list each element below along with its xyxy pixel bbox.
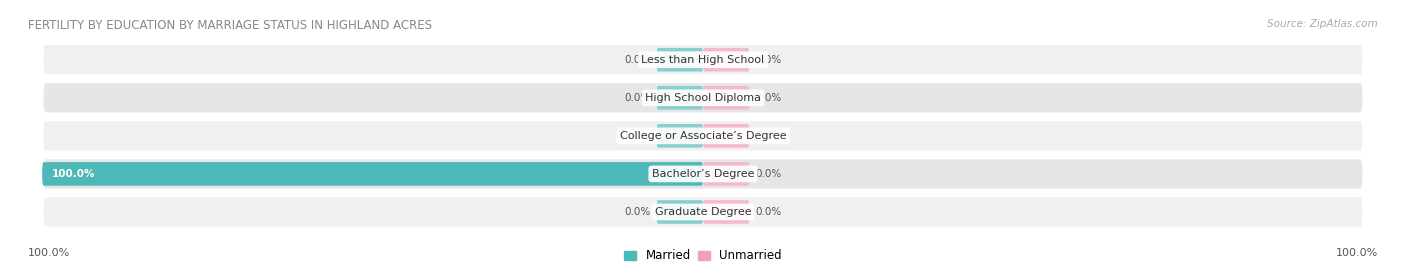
FancyBboxPatch shape — [42, 82, 1364, 114]
Text: College or Associate’s Degree: College or Associate’s Degree — [620, 131, 786, 141]
Text: Less than High School: Less than High School — [641, 55, 765, 65]
Text: 0.0%: 0.0% — [624, 131, 650, 141]
FancyBboxPatch shape — [703, 48, 749, 72]
FancyBboxPatch shape — [42, 44, 1364, 76]
Text: FERTILITY BY EDUCATION BY MARRIAGE STATUS IN HIGHLAND ACRES: FERTILITY BY EDUCATION BY MARRIAGE STATU… — [28, 19, 432, 32]
Text: 0.0%: 0.0% — [756, 55, 782, 65]
FancyBboxPatch shape — [657, 48, 703, 72]
Text: 0.0%: 0.0% — [624, 93, 650, 103]
Text: 0.0%: 0.0% — [624, 55, 650, 65]
Legend: Married, Unmarried: Married, Unmarried — [620, 245, 786, 267]
Text: High School Diploma: High School Diploma — [645, 93, 761, 103]
FancyBboxPatch shape — [703, 86, 749, 109]
FancyBboxPatch shape — [657, 86, 703, 109]
Text: 100.0%: 100.0% — [52, 169, 96, 179]
Text: 0.0%: 0.0% — [756, 169, 782, 179]
FancyBboxPatch shape — [42, 196, 1364, 228]
Text: 100.0%: 100.0% — [28, 248, 70, 258]
Text: 0.0%: 0.0% — [756, 93, 782, 103]
FancyBboxPatch shape — [42, 120, 1364, 152]
FancyBboxPatch shape — [703, 162, 749, 186]
Text: Bachelor’s Degree: Bachelor’s Degree — [652, 169, 754, 179]
Text: 100.0%: 100.0% — [1336, 248, 1378, 258]
FancyBboxPatch shape — [703, 124, 749, 148]
Text: 0.0%: 0.0% — [756, 131, 782, 141]
FancyBboxPatch shape — [42, 158, 1364, 190]
FancyBboxPatch shape — [703, 200, 749, 224]
Text: Source: ZipAtlas.com: Source: ZipAtlas.com — [1267, 19, 1378, 29]
FancyBboxPatch shape — [42, 162, 703, 186]
FancyBboxPatch shape — [657, 200, 703, 224]
Text: 0.0%: 0.0% — [756, 207, 782, 217]
Text: 0.0%: 0.0% — [624, 207, 650, 217]
FancyBboxPatch shape — [657, 124, 703, 148]
Text: Graduate Degree: Graduate Degree — [655, 207, 751, 217]
